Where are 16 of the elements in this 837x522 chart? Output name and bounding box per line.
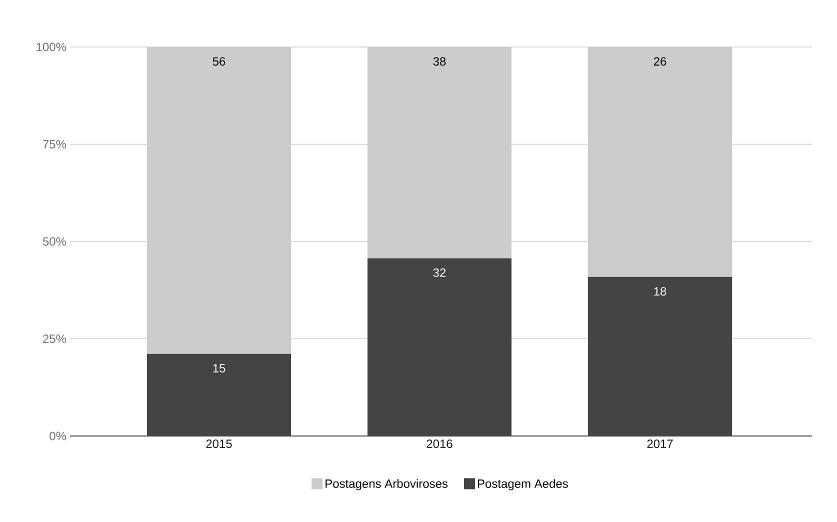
y-tick-label: 0% [50, 432, 66, 440]
y-tick-label: 25% [43, 334, 66, 343]
annotation: 32 [433, 268, 446, 277]
annotation: 18 [654, 287, 666, 296]
y-tick-label: 75% [43, 140, 66, 148]
annotation: 56 [212, 57, 226, 66]
annotation: 15 [213, 364, 226, 372]
legend-label: Postagens Arboviroses [326, 479, 448, 490]
x-tick-label: 2015 [206, 440, 232, 448]
y-tick-label: 100% [36, 42, 66, 52]
annotation: 38 [433, 57, 446, 66]
y-tick-label: 50% [42, 237, 66, 246]
x-tick-label: 2017 [647, 440, 673, 448]
annotation: 26 [654, 57, 666, 66]
legend-label: Postagem Aedes [478, 479, 568, 490]
x-tick-label: 2016 [426, 440, 452, 448]
